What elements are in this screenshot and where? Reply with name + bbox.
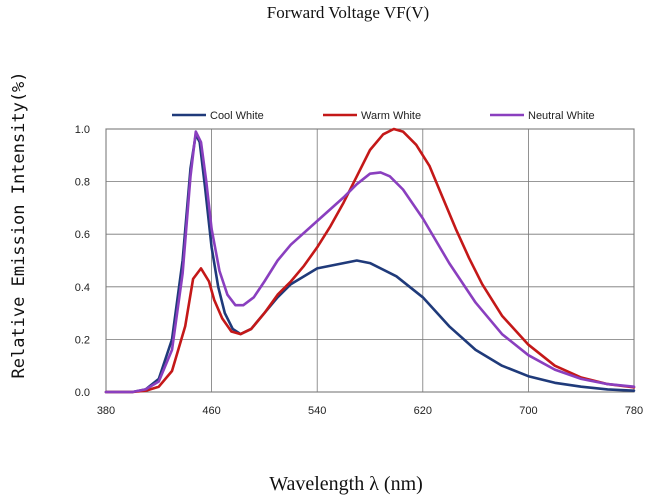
x-tick-label: 620 (414, 405, 432, 417)
x-tick-label: 700 (519, 405, 537, 417)
legend-label: Cool White (210, 110, 264, 122)
plot-frame (105, 128, 635, 393)
top-caption: Forward Voltage VF(V) (267, 3, 429, 22)
y-tick-label: 0.8 (75, 177, 90, 189)
y-tick-label: 0.0 (75, 387, 90, 399)
y-tick-label: 0.2 (75, 334, 90, 346)
x-tick-label: 540 (308, 405, 326, 417)
x-tick-label: 460 (202, 405, 220, 417)
legend-label: Neutral White (528, 110, 595, 122)
series-line-warm-white (104, 127, 636, 394)
legend-label: Warm White (361, 110, 421, 122)
y-axis-label: Relative Emission Intensity(%) (9, 71, 29, 378)
x-axis-label: Wavelength λ (nm) (269, 473, 423, 495)
series-line-neutral-white (104, 130, 636, 394)
plot-area: 0.0 0.2 0.4 0.6 0.8 1.0 380 460 540 620 700 780 (75, 124, 643, 417)
y-tick-label: 0.4 (75, 282, 90, 294)
legend: Cool White Warm White Neutral White (172, 110, 595, 122)
y-tick-label: 0.6 (75, 229, 90, 241)
x-tick-label: 780 (625, 405, 643, 417)
x-tick-label: 380 (97, 405, 115, 417)
y-tick-label: 1.0 (75, 124, 90, 136)
